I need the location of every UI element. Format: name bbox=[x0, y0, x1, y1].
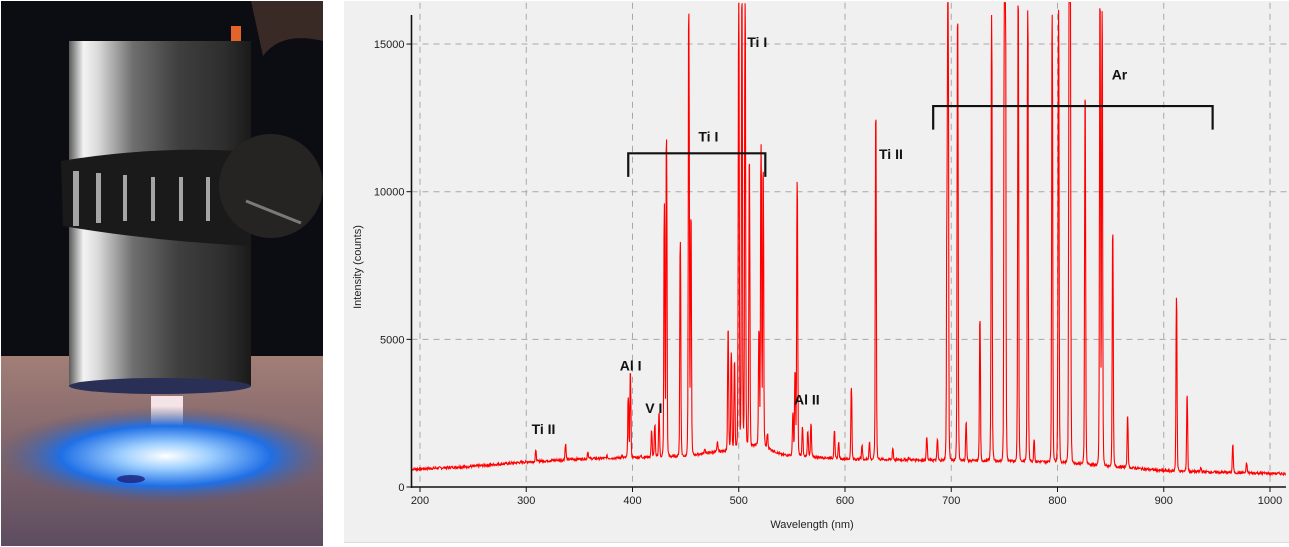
y-tick-label: 10000 bbox=[374, 187, 405, 199]
chart-annotations: Ti II Al I V I Ti I Ti I Al II Ti II Ar bbox=[532, 34, 1214, 437]
x-tick-label: 700 bbox=[942, 495, 960, 507]
x-tick-label: 1000 bbox=[1258, 495, 1282, 507]
x-tick-label: 600 bbox=[836, 495, 854, 507]
peak-annotation: Ti I bbox=[747, 34, 767, 50]
annotation-bracket bbox=[932, 104, 1214, 130]
peak-annotation: Al I bbox=[620, 357, 642, 373]
y-axis-title: Intensity (counts) bbox=[352, 225, 364, 309]
x-tick-label: 200 bbox=[411, 495, 429, 507]
y-tick-label: 5000 bbox=[380, 334, 404, 346]
y-tick-label: 0 bbox=[398, 482, 404, 494]
peak-annotation: Ar bbox=[1112, 66, 1128, 82]
peak-annotation: Al II bbox=[794, 391, 820, 407]
y-tick-label: 15000 bbox=[374, 39, 405, 51]
x-axis-title: Wavelength (nm) bbox=[770, 519, 853, 531]
x-tick-label: 500 bbox=[730, 495, 748, 507]
plasma-torch-photo bbox=[1, 1, 323, 546]
x-tick-label: 900 bbox=[1155, 495, 1173, 507]
x-tick-label: 800 bbox=[1048, 495, 1066, 507]
x-tick-label: 400 bbox=[623, 495, 641, 507]
plasma-torch-illustration bbox=[1, 1, 323, 546]
chart-grid bbox=[411, 2, 1289, 487]
chart-axes: 200 300 400 500 600 700 800 900 1000050001000015… bbox=[374, 15, 1286, 507]
peak-annotation: Ti I bbox=[698, 128, 718, 144]
peak-annotation: Ti II bbox=[879, 146, 903, 162]
peak-annotation: V I bbox=[645, 400, 662, 416]
spectrum-line bbox=[411, 2, 1286, 477]
spectrum-chart: 200 300 400 500 600 700 800 900 1000050001000015… bbox=[352, 2, 1289, 531]
spectrum-chart-panel: 200 300 400 500 600 700 800 900 1000 0 5000 10000 15… bbox=[344, 1, 1289, 543]
x-tick-label: 300 bbox=[517, 495, 535, 507]
annotation-bracket bbox=[627, 152, 767, 177]
peak-annotation: Ti II bbox=[532, 421, 556, 437]
